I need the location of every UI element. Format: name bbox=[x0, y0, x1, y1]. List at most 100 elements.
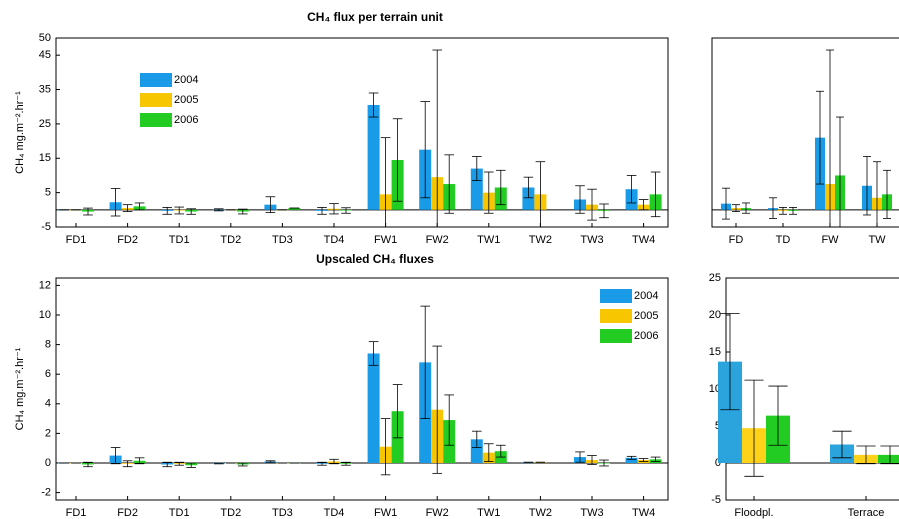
error-bar bbox=[873, 161, 881, 228]
x-tick-label: TD4 bbox=[324, 234, 345, 246]
error-bar bbox=[432, 49, 442, 228]
error-bar bbox=[599, 459, 609, 467]
error-bar bbox=[880, 445, 899, 465]
error-bar bbox=[599, 203, 609, 219]
error-bar bbox=[836, 116, 844, 228]
error-bar bbox=[650, 171, 661, 218]
x-tick-label: TD3 bbox=[272, 507, 293, 519]
error-bar bbox=[444, 154, 454, 214]
y-tick-label: 35 bbox=[39, 83, 51, 95]
y-tick-label: 15 bbox=[39, 152, 51, 164]
error-bar bbox=[329, 458, 339, 465]
y-tick-label: 25 bbox=[39, 118, 51, 130]
error-bar bbox=[496, 169, 506, 206]
error-bar bbox=[134, 457, 145, 465]
x-tick-label: TW2 bbox=[529, 507, 552, 519]
y-tick-label: 50 bbox=[39, 32, 51, 44]
error-bar bbox=[484, 443, 494, 462]
x-tick-label: TD4 bbox=[324, 507, 345, 519]
error-bar bbox=[420, 101, 430, 199]
error-bar bbox=[587, 455, 597, 465]
y-tick-label: -5 bbox=[711, 494, 721, 506]
x-tick-label: TW3 bbox=[580, 507, 603, 519]
bar bbox=[288, 208, 301, 210]
legend-swatch bbox=[140, 73, 172, 87]
error-bar bbox=[826, 49, 834, 228]
x-tick-label: Terrace bbox=[848, 507, 885, 519]
legend-label: 2005 bbox=[634, 310, 658, 322]
bar bbox=[625, 457, 638, 463]
error-bar bbox=[238, 462, 248, 467]
error-bar bbox=[856, 445, 876, 465]
chart-title: CH₄ flux per terrain unit bbox=[307, 10, 443, 24]
x-tick-label: TW4 bbox=[632, 507, 655, 519]
plot-frame bbox=[55, 37, 669, 228]
error-bar bbox=[768, 385, 788, 446]
error-bar bbox=[587, 188, 597, 221]
error-bar bbox=[638, 458, 649, 462]
error-bar bbox=[162, 461, 172, 468]
error-bar bbox=[174, 461, 184, 466]
y-tick-label: 0 bbox=[715, 457, 721, 469]
error-bar bbox=[472, 156, 482, 182]
error-bar bbox=[472, 430, 482, 448]
error-bar bbox=[83, 207, 93, 216]
error-bar bbox=[496, 444, 506, 458]
error-bar bbox=[444, 394, 454, 446]
error-bar bbox=[744, 379, 764, 477]
error-bar bbox=[238, 208, 248, 215]
error-bar bbox=[779, 207, 787, 215]
error-bar bbox=[732, 204, 740, 212]
y-tick-label: 10 bbox=[709, 383, 721, 395]
x-tick-label: FW1 bbox=[374, 507, 397, 519]
error-bar bbox=[329, 203, 339, 215]
error-bar bbox=[575, 185, 585, 214]
y-tick-label: 2 bbox=[45, 427, 51, 439]
error-bar bbox=[380, 418, 391, 476]
error-bar bbox=[134, 202, 145, 211]
error-bar bbox=[341, 461, 351, 466]
x-tick-label: FD2 bbox=[117, 234, 138, 246]
y-tick-label: 8 bbox=[45, 339, 51, 351]
bar bbox=[470, 168, 483, 210]
error-bar bbox=[863, 156, 871, 216]
error-bar bbox=[380, 137, 391, 228]
y-tick-label: 10 bbox=[39, 309, 51, 321]
x-tick-label: TD3 bbox=[272, 234, 293, 246]
x-tick-label: Floodpl. bbox=[734, 507, 773, 519]
error-bar bbox=[816, 90, 824, 185]
legend-label: 2006 bbox=[174, 114, 198, 126]
error-bar bbox=[650, 456, 661, 462]
legend-label: 2006 bbox=[634, 330, 658, 342]
y-tick-label: 0 bbox=[45, 457, 51, 469]
x-tick-label: TW3 bbox=[580, 234, 603, 246]
error-bar bbox=[214, 208, 224, 212]
error-bar bbox=[317, 207, 327, 215]
legend-swatch bbox=[600, 309, 632, 323]
error-bar bbox=[769, 197, 777, 219]
bar bbox=[367, 105, 380, 210]
legend-label: 2004 bbox=[174, 74, 198, 86]
bar bbox=[470, 439, 483, 463]
x-tick-label: FW bbox=[821, 234, 839, 246]
x-tick-label: TD2 bbox=[220, 507, 241, 519]
error-bar bbox=[174, 206, 184, 215]
x-tick-label: FD bbox=[729, 234, 744, 246]
error-bar bbox=[122, 460, 133, 468]
y-tick-label: 12 bbox=[39, 279, 51, 291]
x-tick-label: TD1 bbox=[169, 507, 190, 519]
error-bar bbox=[432, 345, 442, 474]
legend-swatch bbox=[600, 329, 632, 343]
y-tick-label: 4 bbox=[45, 398, 51, 410]
error-bar bbox=[392, 118, 403, 202]
x-tick-label: FD1 bbox=[66, 234, 87, 246]
bar bbox=[367, 353, 380, 463]
x-tick-label: TW4 bbox=[632, 234, 655, 246]
error-bar bbox=[186, 462, 196, 468]
y-tick-label: 6 bbox=[45, 368, 51, 380]
error-bar bbox=[162, 207, 172, 215]
error-bar bbox=[832, 430, 852, 459]
y-tick-label: 25 bbox=[709, 272, 721, 284]
error-bar bbox=[484, 171, 494, 214]
